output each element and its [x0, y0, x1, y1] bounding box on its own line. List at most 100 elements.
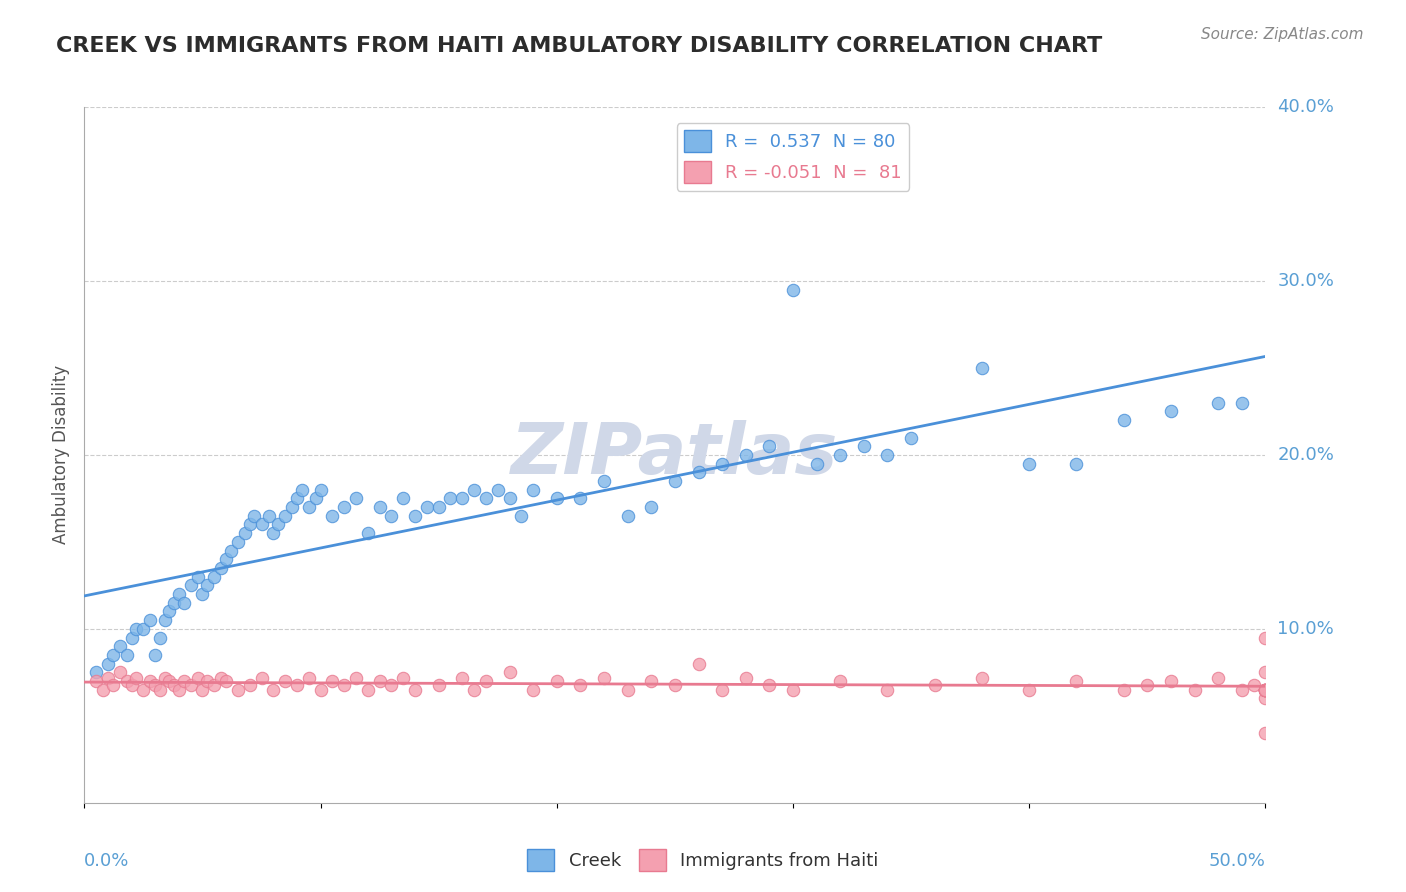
Point: [1254, 682, 1277, 697]
Point: [451, 671, 474, 685]
Point: [344, 491, 367, 506]
Point: [616, 508, 638, 523]
Point: [187, 570, 209, 584]
Y-axis label: Ambulatory Disability: Ambulatory Disability: [52, 366, 70, 544]
Point: [711, 682, 734, 697]
Point: [191, 587, 214, 601]
Point: [149, 682, 172, 697]
Point: [782, 283, 804, 297]
Point: [239, 517, 262, 532]
Point: [1254, 682, 1277, 697]
Point: [498, 665, 520, 680]
Point: [806, 457, 828, 471]
Point: [121, 631, 143, 645]
Point: [187, 671, 209, 685]
Point: [900, 430, 922, 444]
Point: [475, 491, 498, 506]
Point: [84, 665, 107, 680]
Point: [209, 561, 232, 575]
Point: [758, 677, 780, 691]
Point: [688, 466, 710, 480]
Point: [108, 665, 131, 680]
Point: [149, 631, 172, 645]
Point: [1254, 691, 1277, 706]
Point: [132, 622, 155, 636]
Point: [357, 526, 380, 541]
Point: [163, 596, 186, 610]
Point: [664, 474, 686, 488]
Point: [616, 682, 638, 697]
Point: [486, 483, 509, 497]
Point: [139, 674, 162, 689]
Point: [1160, 404, 1182, 418]
Text: 20.0%: 20.0%: [1277, 446, 1334, 464]
Point: [463, 483, 485, 497]
Point: [209, 671, 232, 685]
Point: [215, 674, 238, 689]
Point: [546, 674, 568, 689]
Point: [97, 657, 120, 671]
Point: [876, 448, 898, 462]
Point: [262, 682, 284, 697]
Point: [333, 677, 356, 691]
Point: [202, 570, 225, 584]
Text: ZIPatlas: ZIPatlas: [512, 420, 838, 490]
Point: [267, 517, 290, 532]
Text: 50.0%: 50.0%: [1209, 852, 1265, 870]
Point: [427, 500, 450, 514]
Point: [285, 677, 308, 691]
Point: [219, 543, 242, 558]
Point: [298, 500, 321, 514]
Point: [924, 677, 946, 691]
Point: [1018, 457, 1040, 471]
Point: [226, 682, 249, 697]
Point: [970, 360, 993, 375]
Point: [257, 508, 280, 523]
Point: [427, 677, 450, 691]
Legend: R =  0.537  N = 80, R = -0.051  N =  81: R = 0.537 N = 80, R = -0.051 N = 81: [676, 123, 910, 191]
Point: [1184, 682, 1206, 697]
Point: [782, 682, 804, 697]
Point: [163, 677, 186, 691]
Point: [333, 500, 356, 514]
Point: [125, 622, 148, 636]
Point: [1066, 457, 1088, 471]
Point: [1018, 682, 1040, 697]
Point: [522, 483, 544, 497]
Point: [1230, 682, 1253, 697]
Point: [1254, 682, 1277, 697]
Point: [167, 682, 190, 697]
Point: [404, 508, 426, 523]
Point: [522, 682, 544, 697]
Point: [688, 657, 710, 671]
Point: [475, 674, 498, 689]
Point: [281, 500, 304, 514]
Point: [115, 674, 138, 689]
Text: Source: ZipAtlas.com: Source: ZipAtlas.com: [1201, 27, 1364, 42]
Text: 40.0%: 40.0%: [1277, 98, 1334, 116]
Point: [250, 671, 273, 685]
Point: [1136, 677, 1159, 691]
Point: [1230, 395, 1253, 409]
Point: [439, 491, 461, 506]
Point: [239, 677, 262, 691]
Point: [1206, 671, 1229, 685]
Point: [305, 491, 328, 506]
Point: [451, 491, 474, 506]
Point: [153, 671, 176, 685]
Point: [173, 596, 195, 610]
Point: [640, 500, 662, 514]
Point: [180, 677, 202, 691]
Point: [664, 677, 686, 691]
Point: [243, 508, 266, 523]
Point: [1254, 726, 1277, 740]
Point: [734, 671, 756, 685]
Point: [262, 526, 284, 541]
Point: [593, 671, 616, 685]
Point: [285, 491, 308, 506]
Point: [291, 483, 314, 497]
Point: [167, 587, 190, 601]
Point: [139, 613, 162, 627]
Point: [101, 677, 124, 691]
Point: [711, 457, 734, 471]
